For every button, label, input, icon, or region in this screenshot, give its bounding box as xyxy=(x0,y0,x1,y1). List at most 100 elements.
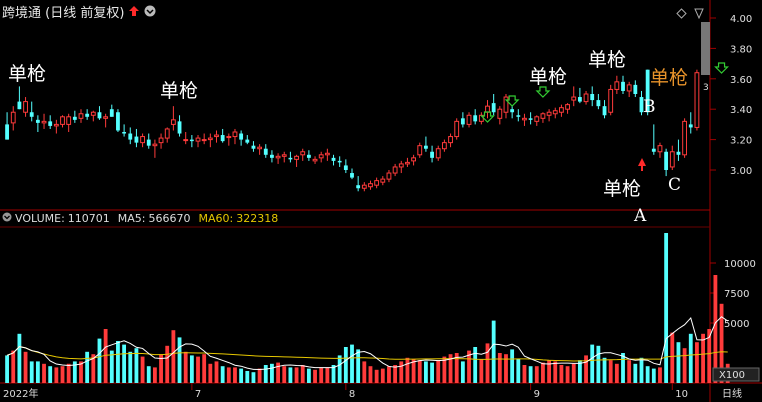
volume-bar xyxy=(140,356,145,383)
candle-body xyxy=(288,157,293,160)
candle-body xyxy=(294,155,299,160)
volume-bar xyxy=(633,363,638,383)
candle-body xyxy=(78,113,84,119)
candle-body xyxy=(232,131,238,138)
volume-bar xyxy=(719,303,724,383)
candle-body xyxy=(546,111,552,116)
candle-body xyxy=(350,173,354,178)
volume-ma60-line xyxy=(6,346,728,362)
candle-body xyxy=(392,166,398,174)
volume-bar xyxy=(103,329,108,383)
candle-body xyxy=(251,145,256,149)
volume-bar xyxy=(547,360,552,383)
candle-body xyxy=(510,109,515,113)
chart-tools xyxy=(676,4,704,23)
date-tick-label: 2022年 xyxy=(3,387,38,400)
candle-body xyxy=(398,163,404,168)
candle-body xyxy=(152,143,158,147)
volume-bar xyxy=(202,354,207,383)
volume-bar xyxy=(454,353,459,383)
volume-dropdown-icon[interactable] xyxy=(2,212,12,225)
volume-bar xyxy=(387,366,391,383)
volume-bar xyxy=(233,367,237,383)
volume-bar xyxy=(171,330,176,383)
volume-bar xyxy=(79,361,83,383)
candle-body xyxy=(189,139,194,142)
volume-bar xyxy=(5,355,9,383)
candle-body xyxy=(411,157,417,162)
candle-body xyxy=(380,178,386,183)
candle-body xyxy=(559,107,564,113)
volume-bar xyxy=(436,360,441,383)
candle-body xyxy=(522,117,527,121)
candle-body xyxy=(116,112,120,131)
ma60-value: 322318 xyxy=(236,211,279,225)
candle-body xyxy=(664,151,669,170)
candle-body xyxy=(275,155,281,159)
volume-bar xyxy=(571,363,576,383)
volume-bar xyxy=(479,359,484,383)
candle-body xyxy=(337,160,342,163)
candle-body xyxy=(281,154,287,157)
volume-bar xyxy=(220,366,225,383)
candle-body xyxy=(226,136,232,139)
volume-bar xyxy=(60,366,65,383)
volume-bar xyxy=(664,233,669,383)
volume-bar xyxy=(263,365,268,383)
volume-bar xyxy=(276,362,280,383)
diamond-icon[interactable] xyxy=(676,4,687,23)
price-scrollbar[interactable] xyxy=(701,22,710,75)
candle-body xyxy=(10,111,16,124)
volume-bar xyxy=(128,351,133,383)
candle-body xyxy=(270,154,274,158)
dropdown-icon[interactable] xyxy=(144,5,156,17)
candle-body xyxy=(23,101,28,113)
candle-body xyxy=(424,145,428,149)
volume-bar xyxy=(189,355,194,383)
candle-body xyxy=(177,121,182,134)
volume-bar xyxy=(393,365,398,383)
volume-bar xyxy=(72,361,77,383)
period-label[interactable]: 日线 xyxy=(722,387,742,400)
price-tick-label: 3.00 xyxy=(730,166,752,177)
candle-body xyxy=(614,81,620,90)
volume-bar xyxy=(417,360,422,383)
volume-bar xyxy=(658,367,662,383)
candle-body xyxy=(343,165,348,170)
date-axis: 2022年 7 8 9 10 xyxy=(3,383,688,400)
candle-body xyxy=(220,135,225,142)
volume-bar xyxy=(97,338,102,383)
volume-tick-label: 7500 xyxy=(724,289,749,300)
volume-unit: X100 xyxy=(719,370,745,381)
volume-bar xyxy=(350,344,354,383)
up-arrow-icon[interactable] xyxy=(128,5,140,17)
volume-bar xyxy=(596,345,601,383)
volume-bar xyxy=(35,361,40,383)
volume-bar xyxy=(54,367,59,383)
volume-bar xyxy=(411,359,416,383)
ma5-label: MA5: xyxy=(117,211,146,225)
candle-body xyxy=(164,128,170,139)
candle-body xyxy=(571,96,577,101)
candle-body xyxy=(552,110,558,115)
volume-bar xyxy=(183,351,188,383)
candle-body xyxy=(441,142,447,150)
candle-body xyxy=(103,116,109,119)
signal-down-arrow-icon xyxy=(714,62,730,74)
price-tick-label: 3.80 xyxy=(730,44,752,55)
settings-icon[interactable] xyxy=(693,4,704,23)
candle-body xyxy=(534,116,540,122)
annotation-single-gun-3: 单枪 xyxy=(529,66,567,88)
candle-body xyxy=(72,116,77,120)
volume-bar xyxy=(676,342,681,383)
volume-bar xyxy=(534,366,539,383)
candle-body xyxy=(245,139,250,143)
volume-bar xyxy=(627,360,632,383)
volume-bar xyxy=(467,350,471,383)
signal-down-arrow-icon xyxy=(504,95,520,107)
volume-unit-box xyxy=(712,367,760,382)
volume-bar xyxy=(245,371,250,383)
candle-body xyxy=(626,84,632,92)
candle-body xyxy=(435,148,441,159)
candle-body xyxy=(140,136,145,144)
